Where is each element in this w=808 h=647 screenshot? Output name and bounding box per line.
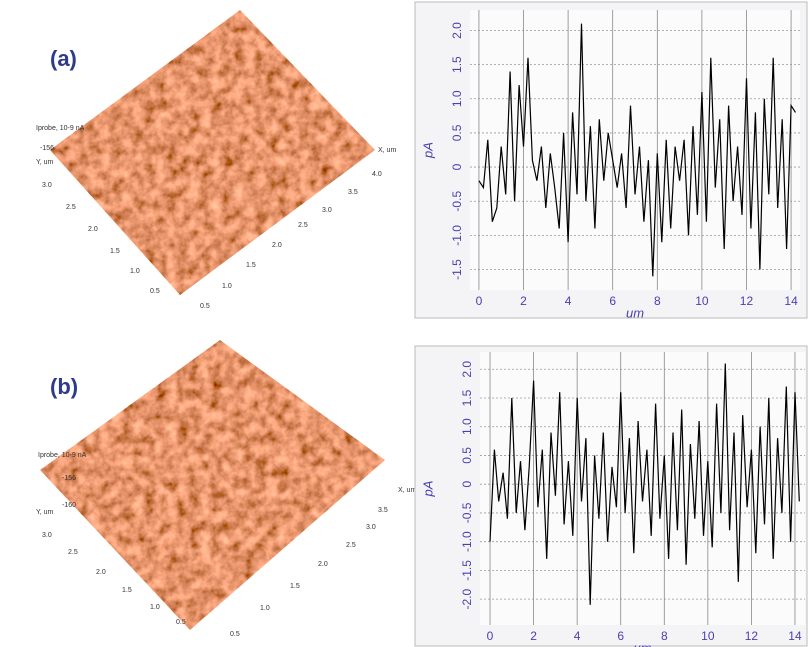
y-tick-label: 0.5 [450,124,464,141]
x-tick-label: 10 [695,294,709,308]
x-tick-label: 1.0 [260,605,270,612]
x-tick-label: 3.0 [366,524,376,531]
x-tick-label: 0.5 [230,631,240,638]
y-tick-label: 2.0 [96,569,106,576]
surface-a [50,10,375,295]
y-tick-label: 3.0 [42,182,52,189]
y-tick-label: 1.0 [460,418,474,435]
profile-line [489,363,800,605]
y-tick-label: 1.5 [110,248,120,255]
x-tick-label: 3.5 [378,507,388,514]
y-tick-label: 0.5 [460,447,474,464]
x-tick-label: 2.0 [318,561,328,568]
y-tick-label: 2.0 [460,361,474,378]
y-tick-label: 1.0 [150,604,160,611]
surface-b [40,340,385,630]
x-tick-label: 6 [609,294,616,308]
x-tick-label: 1.0 [222,283,232,290]
x-tick-label: 2 [520,294,527,308]
y-tick-label: -1.5 [450,259,464,280]
y-tick-label: 2.5 [66,204,76,211]
y-tick-label: -1.0 [450,225,464,246]
y-tick-label: 1.5 [450,56,464,73]
x-tick-label: 0.5 [200,303,210,310]
plot-area [480,352,805,625]
x-tick-label: 2.0 [272,242,282,249]
y-tick-label: 2.0 [450,22,464,39]
y-tick-label: -1.5 [460,560,474,581]
y-tick-label: 2.5 [68,549,78,556]
x-tick-label: 1.5 [290,583,300,590]
z-tick-label: -160 [62,502,76,509]
x-axis-label: X, um [378,147,396,154]
x-tick-label: 12 [740,294,754,308]
x-axis-label: um [626,305,644,320]
z-axis-label: Iprobe, 10-9 nA [38,452,87,459]
z-tick-label: -156 [62,475,76,482]
x-tick-label: 2.5 [298,222,308,229]
x-tick-label: 10 [701,629,715,643]
x-tick-label: 2 [530,629,537,643]
y-tick-label: 1.0 [130,268,140,275]
x-axis-label: um [633,640,651,647]
y-tick-label: 0.5 [150,288,160,295]
y-tick-label: 0 [450,163,464,170]
y-tick-label: 0.5 [176,619,186,626]
y-tick-label: -0.5 [450,191,464,212]
y-tick-label: 3.0 [42,532,52,539]
x-tick-label: 14 [788,629,802,643]
x-tick-label: 4 [574,629,581,643]
y-tick-label: -1.0 [460,531,474,552]
x-tick-label: 3.0 [322,207,332,214]
y-tick-label: 1.5 [122,587,132,594]
y-tick-label: 2.0 [88,226,98,233]
x-tick-label: 14 [784,294,798,308]
y-tick-label: -2.0 [460,588,474,609]
y-tick-label: 1.5 [460,389,474,406]
profile-line [478,23,797,277]
x-axis-label: X, um [398,487,416,494]
y-tick-label: 1.0 [450,90,464,107]
y-axis-label: Y, um [36,159,54,166]
x-tick-label: 0 [487,629,494,643]
y-axis-label: pA [420,481,435,498]
y-tick-label: 0 [460,481,474,488]
x-tick-label: 2.5 [346,542,356,549]
z-tick-label: -156 [40,145,54,152]
x-tick-label: 4 [565,294,572,308]
x-tick-label: 8 [661,629,668,643]
y-axis-label: Y, um [36,509,54,516]
y-tick-label: -0.5 [460,502,474,523]
x-tick-label: 8 [654,294,661,308]
y-axis-label: pA [420,142,435,159]
x-tick-label: 1.5 [246,262,256,269]
z-axis-label: Iprobe, 10-9 nA [36,125,85,132]
x-tick-label: 0 [476,294,483,308]
x-tick-label: 6 [617,629,624,643]
panel-label: (a) [50,46,77,71]
x-tick-label: 3.5 [348,189,358,196]
plot-area [470,10,800,290]
x-tick-label: 12 [745,629,759,643]
x-tick-label: 4.0 [372,171,382,178]
panel-label: (b) [50,374,78,399]
